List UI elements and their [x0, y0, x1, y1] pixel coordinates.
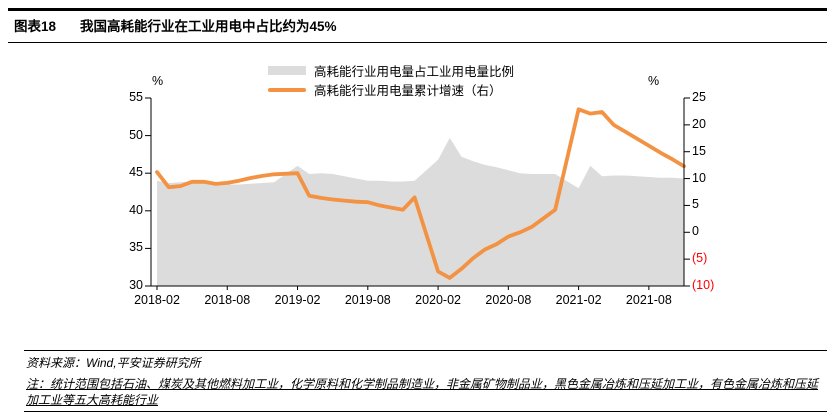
axis-frame — [150, 98, 685, 287]
legend-item-growth: 高耗能行业用电量累计增速（右） — [268, 80, 514, 99]
right-axis-tick-label: 0 — [692, 224, 699, 239]
line-swatch-icon — [268, 87, 306, 92]
left-axis-tick-label: 35 — [129, 240, 143, 255]
chart-area: % % 高耗能行业用电量占工业用电量比例 高耗能行业用电量累计增速（右） 55 5… — [0, 50, 835, 350]
x-axis-tick-label: 2021-08 — [625, 293, 672, 307]
right-axis-tick-label: (10) — [692, 278, 715, 292]
source-note: 资料来源：Wind,平安证券研究所 — [26, 356, 201, 370]
right-axis-tick-label: 25 — [692, 90, 706, 104]
page-title: 我国高耗能行业在工业用电中占比约为45% — [80, 19, 337, 34]
legend-label-share: 高耗能行业用电量占工业用电量比例 — [314, 65, 515, 79]
left-axis-tick-label: 45 — [129, 165, 143, 180]
x-axis-tick-label: 2018-02 — [134, 293, 180, 307]
figure-footer: 资料来源：Wind,平安证券研究所 注：统计范围包括石油、煤炭及其他燃料加工业，… — [24, 350, 827, 413]
right-axis-tick-label: 15 — [692, 143, 706, 158]
x-axis-tick-label: 2020-02 — [415, 293, 461, 307]
legend: 高耗能行业用电量占工业用电量比例 高耗能行业用电量累计增速（右） — [268, 61, 514, 99]
left-axis-tick-label: 50 — [129, 127, 143, 142]
legend-label-growth: 高耗能行业用电量累计增速（右） — [314, 84, 502, 98]
left-axis-tick-label: 30 — [129, 278, 143, 292]
growth-line — [155, 107, 686, 280]
left-axis-unit: % — [152, 74, 164, 88]
legend-item-share: 高耗能行业用电量占工业用电量比例 — [268, 61, 514, 80]
x-axis-tick-label: 2019-02 — [274, 293, 321, 307]
right-axis-tick-label: 10 — [692, 170, 706, 185]
x-axis-tick-label: 2020-08 — [485, 293, 532, 307]
left-axis-tick-label: 55 — [129, 90, 143, 104]
right-axis-unit: % — [648, 74, 660, 88]
figure-header: 图表18 我国高耗能行业在工业用电中占比约为45% — [8, 8, 827, 43]
plot-svg — [145, 97, 690, 290]
figure-label: 图表18 — [14, 19, 57, 34]
x-axis-tick-label: 2021-02 — [555, 293, 602, 307]
right-axis-tick-label: 20 — [692, 116, 706, 131]
left-axis-tick-label: 40 — [129, 202, 143, 217]
footnote: 注：统计范围包括石油、煤炭及其他燃料加工业，化学原料和化学制品制造业，非金属矿物… — [26, 377, 819, 407]
x-axis-tick-label: 2019-08 — [344, 293, 391, 307]
x-axis-tick-label: 2018-08 — [204, 293, 251, 307]
area-swatch-icon — [268, 66, 306, 75]
right-axis-tick-label: (5) — [692, 251, 708, 266]
right-axis-tick-label: 5 — [692, 197, 699, 212]
